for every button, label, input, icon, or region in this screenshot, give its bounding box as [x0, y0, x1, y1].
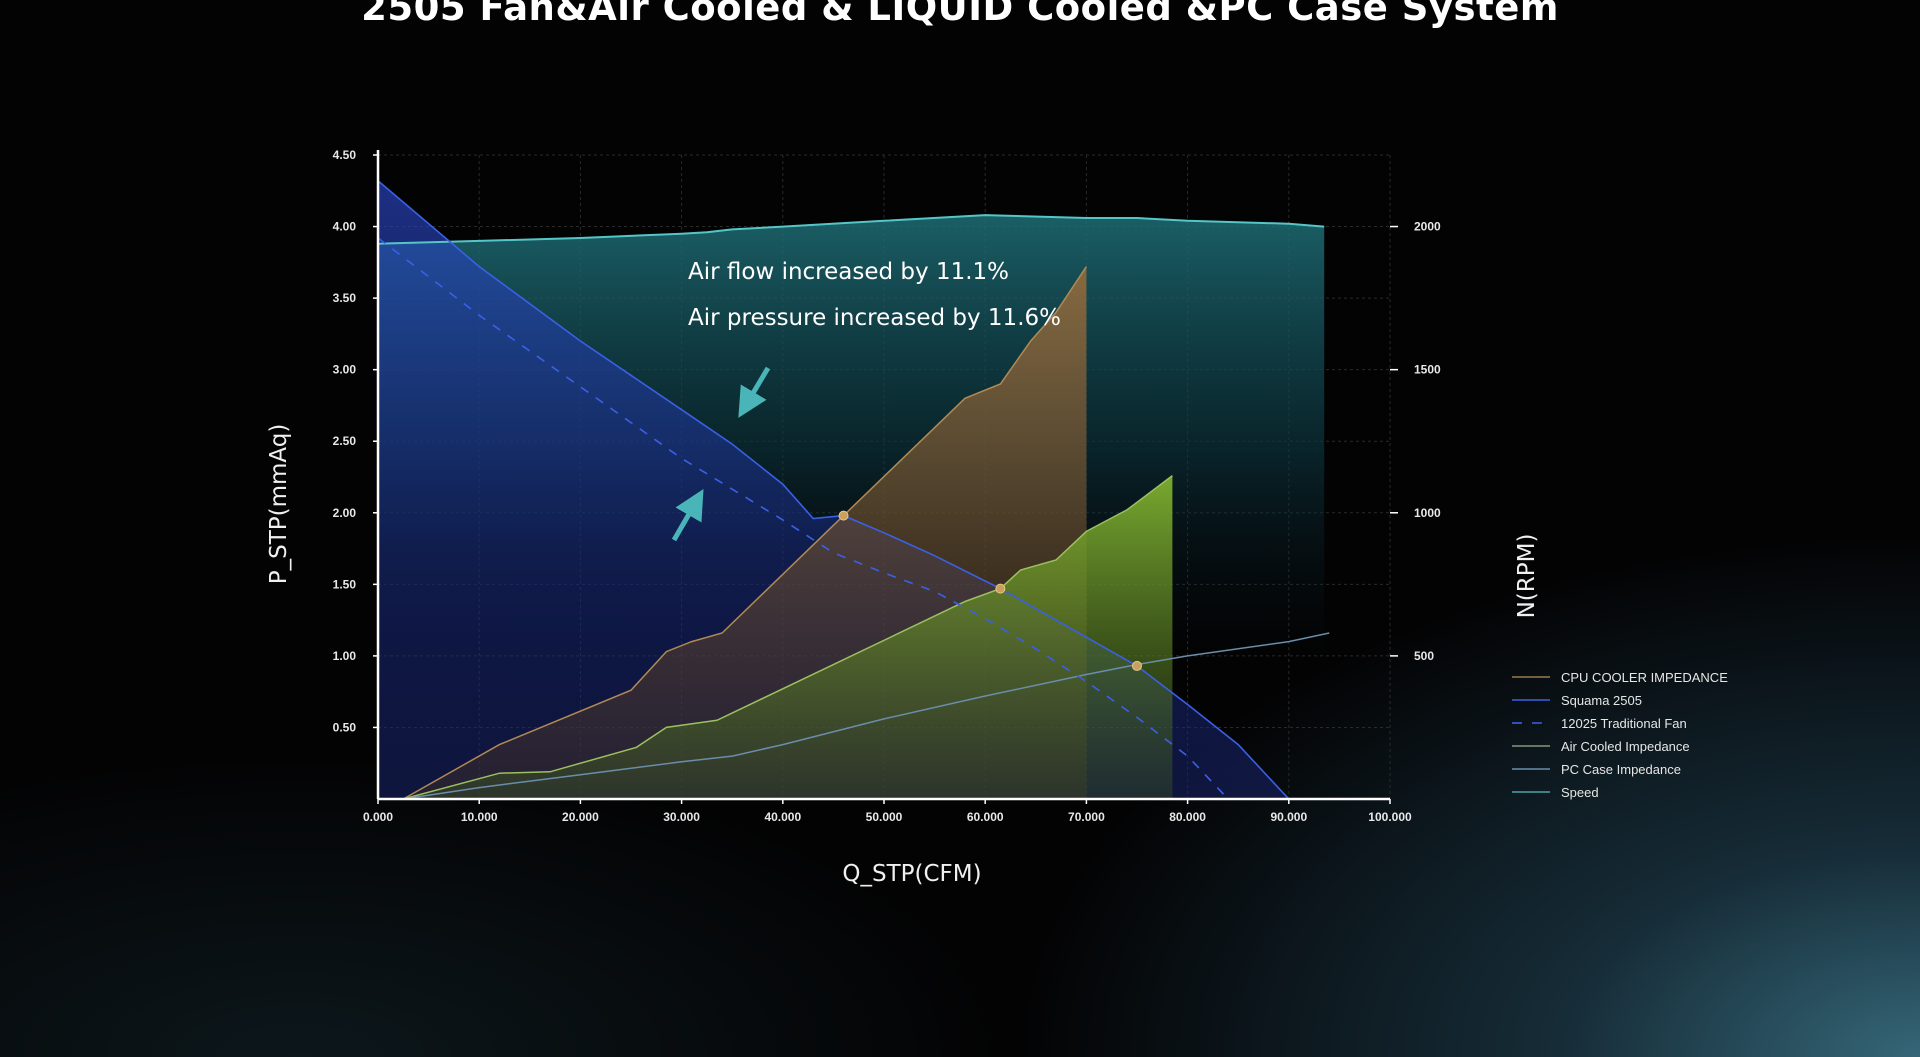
y-tick-label-right: 1500: [1414, 363, 1441, 377]
y-axis-right-label: N(RPM): [1514, 534, 1540, 619]
y-tick-label-left: 1.00: [333, 649, 357, 663]
y-tick-label-left: 1.50: [333, 577, 357, 591]
x-axis-label: Q_STP(CFM): [842, 861, 981, 887]
legend-label-squama-2505: Squama 2505: [1561, 693, 1642, 708]
x-tick-label: 80.000: [1169, 810, 1206, 824]
chart-title: 2505 Fan&Air Cooled & LIQUID Cooled &PC …: [361, 0, 1559, 29]
x-tick-label: 0.000: [363, 810, 393, 824]
air-cooled-area: [403, 475, 1173, 799]
x-tick-label: 100.000: [1368, 810, 1412, 824]
annotation-airflow: Air flow increased by 11.1%: [688, 259, 1009, 285]
legend-label-12025-traditional-fan: 12025 Traditional Fan: [1561, 716, 1687, 731]
y-tick-label-left: 4.50: [333, 148, 357, 162]
x-tick-label: 20.000: [562, 810, 599, 824]
operating-points: [838, 510, 1142, 671]
y-tick-label-right: 1000: [1414, 506, 1441, 520]
series-line-pc-case-impedance: [403, 632, 1330, 800]
operating-point: [1132, 660, 1142, 671]
legend-label-air-cooled-impedance: Air Cooled Impedance: [1561, 739, 1690, 754]
operating-point: [838, 510, 849, 521]
x-tick-label: 50.000: [866, 810, 903, 824]
x-tick-label: 60.000: [967, 810, 1004, 824]
series-line-air-cooled-impedance: [403, 475, 1173, 800]
arrow-down-icon: [738, 366, 771, 418]
series-line-12025-traditional-fan: [377, 237, 1229, 800]
y-tick-label-left: 2.00: [333, 506, 357, 520]
x-tick-label: 10.000: [461, 810, 498, 824]
y-tick-label-right: 500: [1414, 649, 1434, 663]
tick-labels: 0.000 10.000 20.000 30.000 40.000 50.000 60.00…: [333, 148, 1441, 824]
operating-point: [995, 583, 1006, 594]
annotation-pressure: Air pressure increased by 11.6%: [688, 305, 1061, 331]
series-line-speed: [377, 214, 1325, 245]
y-tick-label-left: 3.50: [333, 291, 357, 305]
x-tick-label: 90.000: [1270, 810, 1307, 824]
y-axis-left-label: P_STP(mmAq): [266, 424, 292, 585]
series-line-cpu-cooler-impedance: [402, 266, 1088, 800]
series-line-squama-2505: [377, 180, 1290, 800]
legend: CPU COOLER IMPEDANCE Squama 2505 12025 Tra…: [1512, 670, 1728, 800]
x-tick-label: 70.000: [1068, 810, 1105, 824]
arrow-up-icon: [671, 489, 704, 542]
y-tick-label-left: 3.00: [333, 363, 357, 377]
line-layer: [377, 180, 1330, 800]
legend-label-speed: Speed: [1561, 785, 1599, 800]
legend-label-cpu-cooler-impedance: CPU COOLER IMPEDANCE: [1561, 670, 1728, 685]
y-tick-label-left: 2.50: [333, 434, 357, 448]
area-layer: [378, 180, 1325, 800]
x-tick-label: 40.000: [764, 810, 801, 824]
y-tick-label-left: 4.00: [333, 220, 357, 234]
y-tick-label-right: 2000: [1414, 220, 1441, 234]
legend-label-pc-case-impedance: PC Case Impedance: [1561, 762, 1681, 777]
y-tick-label-left: 0.50: [333, 720, 357, 734]
x-tick-label: 30.000: [663, 810, 700, 824]
